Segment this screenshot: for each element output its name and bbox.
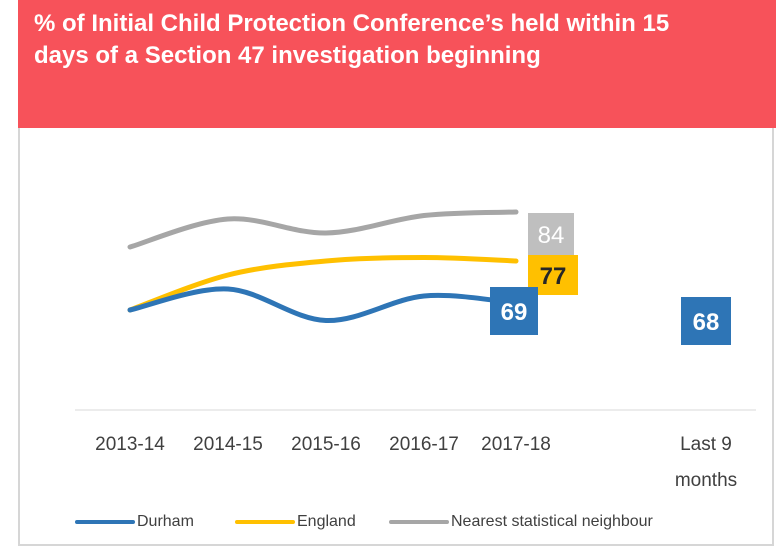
x-tick-label: 2017-18 (481, 434, 551, 455)
series-line-england (127, 254, 519, 313)
chart-title: % of Initial Child Protection Conference… (34, 10, 670, 69)
legend-neighbour-swatch (389, 520, 449, 524)
legend-neighbour-label: Nearest statistical neighbour (451, 513, 653, 530)
end-label-england: 77 (540, 263, 567, 290)
x-tick-label: 2014-15 (193, 434, 263, 455)
x-tick-label: 2015-16 (291, 434, 361, 455)
last-period-box (681, 297, 731, 345)
legend-durham-label: Durham (137, 513, 194, 530)
legend-england-label: England (297, 513, 356, 530)
legend-durham: Durham (75, 512, 194, 532)
end-label-durham: 69 (501, 299, 528, 326)
chart-frame (18, 128, 774, 546)
legend-england-swatch (235, 520, 295, 524)
legend-england: England (235, 512, 356, 532)
legend-neighbour: Nearest statistical neighbour (389, 512, 653, 532)
end-label-box-durham (490, 287, 538, 335)
series-line-neighbour (127, 209, 519, 250)
x-tick-label: 2016-17 (389, 434, 459, 455)
series-line-durham (127, 286, 519, 324)
last-period-label: 68 (693, 309, 720, 336)
x-tick-label: Last 9 (680, 434, 732, 455)
legend-durham-swatch (75, 520, 135, 524)
end-label-box-neighbour (528, 213, 574, 255)
x-tick-label: months (675, 470, 737, 491)
x-tick-label: 2013-14 (95, 434, 165, 455)
end-label-neighbour: 84 (538, 222, 565, 249)
title-banner: % of Initial Child Protection Conference… (18, 0, 776, 128)
